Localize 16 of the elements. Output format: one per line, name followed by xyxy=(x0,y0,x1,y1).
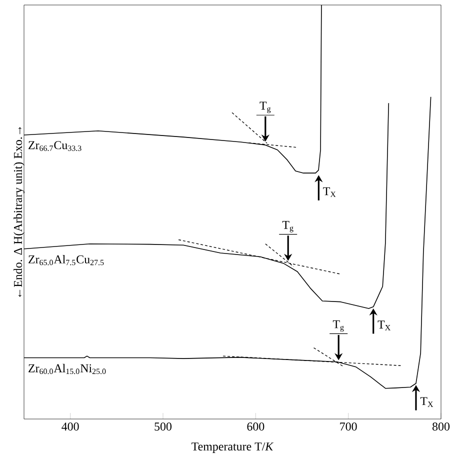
x-tick-label: 400 xyxy=(62,422,79,431)
series-label: Zr$_{66.7}$Cu$_{33.3}$ xyxy=(28,141,82,151)
annotation: T$_{X}$ xyxy=(378,320,390,330)
x-tick-label: 800 xyxy=(432,422,450,431)
x-tick-label: 700 xyxy=(340,422,357,431)
annotation: T$_{X}$ xyxy=(323,187,336,197)
y-axis-title: ←Endo. Δ H(Arbitrary unit) Exo.→ xyxy=(14,127,24,297)
annotation: T$_{g}$ xyxy=(332,320,344,332)
annotation: T$_{X}$ xyxy=(420,397,434,407)
x-axis-title: Temperature T/K xyxy=(192,442,274,453)
x-tick-label: 600 xyxy=(247,422,264,431)
x-tick-label: 500 xyxy=(154,422,172,431)
series-label: Zr$_{60.0}$Al$_{15.0}$Ni$_{25.0}$ xyxy=(28,364,106,374)
annotation: T$_{g}$ xyxy=(282,220,294,232)
annotation: T$_{g}$ xyxy=(260,102,271,114)
series-label: Zr$_{65.0}$Al$_{7.5}$Cu$_{27.5}$ xyxy=(28,255,104,266)
